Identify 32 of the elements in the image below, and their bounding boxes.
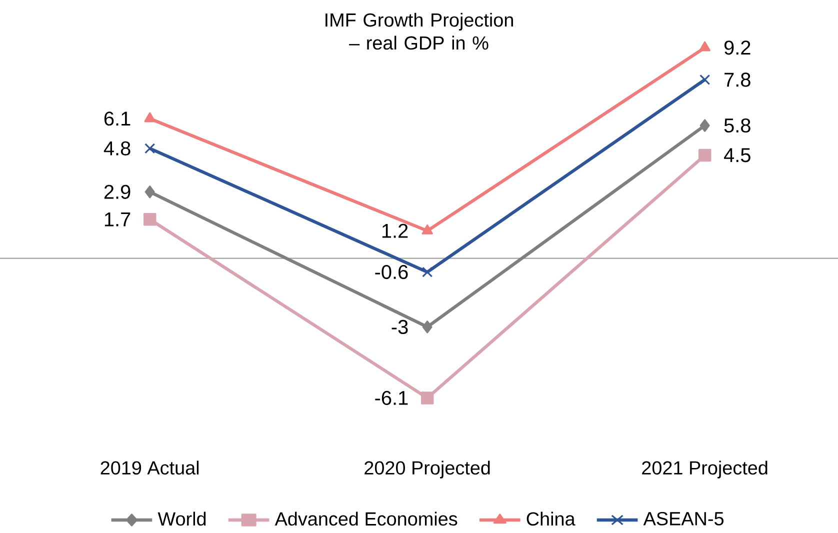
data-label: 1.2 bbox=[382, 224, 408, 238]
data-label: 6.1 bbox=[104, 112, 130, 126]
legend-label: World bbox=[158, 512, 206, 526]
point bbox=[699, 41, 710, 52]
data-label: 5.8 bbox=[724, 118, 750, 133]
legend-label: Advanced Economies bbox=[274, 512, 458, 526]
point bbox=[422, 266, 433, 278]
point bbox=[420, 392, 434, 404]
legend-label: ASEAN-5 bbox=[643, 512, 724, 526]
data-label: 1.7 bbox=[104, 212, 130, 226]
chart-title: IMF Growth Projection – real GDP in % bbox=[326, 12, 513, 50]
point bbox=[143, 212, 156, 226]
point bbox=[700, 74, 710, 86]
point bbox=[422, 224, 433, 234]
data-label: -0.6 bbox=[375, 264, 408, 280]
x-tick-label: 2020 Projected bbox=[364, 460, 490, 478]
point bbox=[700, 119, 710, 132]
x-tick-label: 2021 Projected bbox=[642, 460, 768, 478]
data-label: 4.5 bbox=[724, 148, 750, 162]
data-label: 9.2 bbox=[724, 40, 750, 55]
point bbox=[422, 320, 432, 334]
point bbox=[144, 143, 156, 154]
point bbox=[698, 148, 712, 162]
data-label: 7.8 bbox=[724, 72, 750, 87]
data-label: -3 bbox=[392, 320, 408, 334]
point bbox=[144, 186, 155, 198]
x-tick-label: 2019 Actual bbox=[100, 460, 199, 475]
data-label: 4.8 bbox=[104, 141, 130, 156]
data-label: -6.1 bbox=[375, 390, 408, 405]
legend-label: China bbox=[526, 512, 576, 526]
data-label: 2.9 bbox=[104, 184, 130, 199]
point bbox=[144, 112, 156, 122]
